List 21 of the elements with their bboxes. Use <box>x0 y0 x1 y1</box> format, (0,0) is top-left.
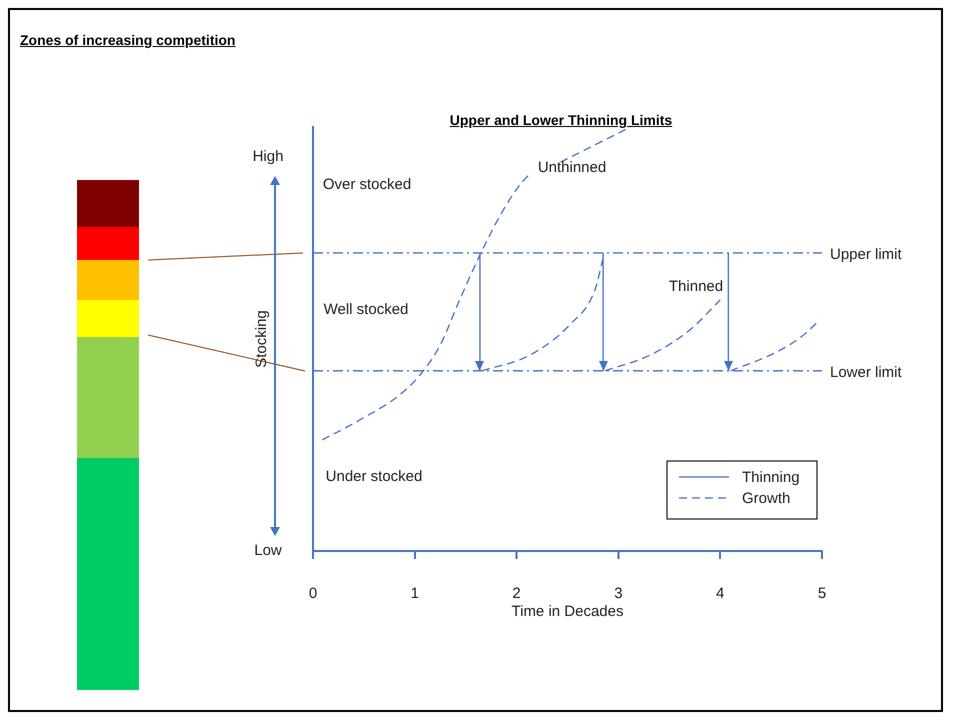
x-tick-label: 3 <box>614 585 623 602</box>
annotation: Over stocked <box>322 176 412 194</box>
legend-label: Growth <box>742 490 790 508</box>
chart-subtitle: Upper and Lower Thinning Limits <box>448 112 674 128</box>
x-tick-label: 5 <box>818 585 826 602</box>
annotation: Under stocked <box>326 468 422 486</box>
x-axis-title: Time in Decades <box>512 603 624 620</box>
text: High <box>252 148 284 166</box>
x-tick-label: 2 <box>512 585 521 602</box>
legend-label: Thinning <box>742 469 800 486</box>
ref-line-label: Lower limit <box>830 364 903 381</box>
y-axis-title: Stocking <box>253 310 270 368</box>
ref-line-label: Upper limit <box>830 246 903 264</box>
x-tick-label: 4 <box>716 585 724 602</box>
annotation: Thinned <box>668 278 724 296</box>
x-tick-label: 1 <box>410 585 419 602</box>
annotation: Unthinned <box>538 159 606 176</box>
annotation: Well stocked <box>324 301 408 318</box>
x-tick-label: 0 <box>308 585 318 602</box>
text: Zones of increasing competition <box>20 32 236 48</box>
text: Low <box>254 542 282 560</box>
